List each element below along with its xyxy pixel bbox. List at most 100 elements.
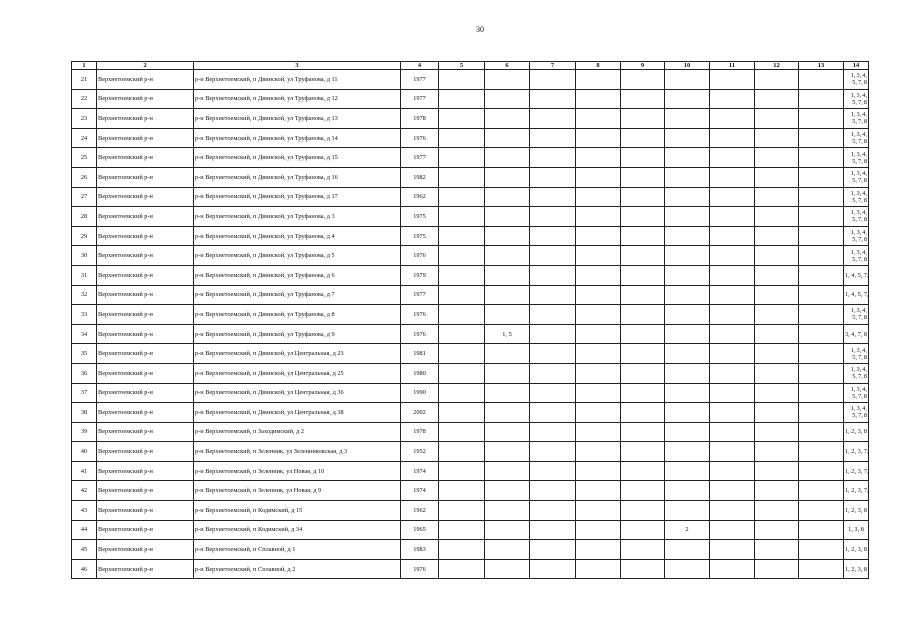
table-cell: Верхнетоемский р-н [96,500,194,521]
table-cell [709,421,755,443]
table-cell: Верхнетоемский р-н [96,264,194,286]
table-cell [754,284,799,306]
table-cell [798,421,844,443]
table-cell: 24 [71,127,97,149]
table-cell: Верхнетоемский р-н [96,147,194,168]
table-cell [438,147,485,168]
table-cell: Верхнетоемский р-н [96,108,194,129]
column-header: 10 [664,61,710,70]
table-cell [620,323,665,345]
table-cell [438,88,485,110]
table-cell [438,186,485,208]
table-cell: 1, 3, 4, 5, 7, 8 [843,304,869,325]
table-cell [664,245,710,266]
table-cell [664,460,710,482]
table-cell: 1962 [400,500,439,521]
table-cell [664,500,710,521]
table-cell [620,206,665,227]
table-cell [709,539,755,560]
table-cell [664,558,710,580]
table-cell [438,264,485,286]
table-cell [575,206,621,227]
table-cell [529,382,576,404]
table-cell [529,206,576,227]
table-cell [620,539,665,560]
table-cell [664,108,710,129]
table-cell: р-н Верхнетоемский, п Двинской, ул Труфа… [193,166,401,188]
table-cell: р-н Верхнетоемский, п Зеленник, ул Новая… [193,460,401,482]
table-cell [529,558,576,580]
table-cell [754,186,799,208]
table-cell [575,519,621,541]
table-cell: 39 [71,421,97,443]
table-cell [529,69,576,90]
table-cell: р-н Верхнетоемский, п Кодимский, д 34 [193,519,401,541]
table-cell [798,304,844,325]
table-cell [798,480,844,502]
table-cell: 30 [71,245,97,266]
table-cell: р-н Верхнетоемский, п Двинской, ул Центр… [193,362,401,384]
table-row: 31 Верхнетоемский р-н р-н Верхнетоемский, … [71,264,869,286]
table-row: 42 Верхнетоемский р-н р-н Верхнетоемский, … [71,480,869,502]
table-cell [754,421,799,443]
table-cell [575,127,621,149]
table-cell [798,500,844,521]
table-cell [575,186,621,208]
table-cell [754,460,799,482]
table-cell: р-н Верхнетоемский, п Двинской, ул Труфа… [193,88,401,110]
table-cell [620,480,665,502]
table-cell [798,284,844,306]
table-cell: 2 [664,519,710,541]
table-cell [709,206,755,227]
table-cell [664,88,710,110]
table-cell [620,460,665,482]
table-cell: 3, 4, 7, 8 [843,323,869,345]
table-cell [664,166,710,188]
table-row: 41 Верхнетоемский р-н р-н Верхнетоемский, … [71,460,869,482]
table-cell: 1975 [400,206,439,227]
table-cell: 1, 2, 3, 7, 8 [843,441,869,462]
table-cell: 1974 [400,460,439,482]
table-cell: р-н Верхнетоемский, п Двинской, ул Труфа… [193,69,401,90]
table-cell [529,323,576,345]
table-row: 23 Верхнетоемский р-н р-н Верхнетоемский, … [71,108,869,129]
table-row: 33 Верхнетоемский р-н р-н Верхнетоемский, … [71,304,869,325]
table-cell: 1982 [400,166,439,188]
table-cell: 1965 [400,519,439,541]
table-row: 26 Верхнетоемский р-н р-н Верхнетоемский, … [71,166,869,188]
table-cell [438,206,485,227]
table-row: 32 Верхнетоемский р-н р-н Верхнетоемский, … [71,284,869,306]
table-cell [484,362,530,384]
table-cell [709,519,755,541]
table-cell [484,304,530,325]
table-cell [754,323,799,345]
table-cell [620,186,665,208]
table-cell [798,127,844,149]
table-cell [575,480,621,502]
table-cell [709,264,755,286]
table-cell: 1990 [400,382,439,404]
table-cell: Верхнетоемский р-н [96,441,194,462]
table-cell: р-н Верхнетоемский, п Двинской, ул Центр… [193,382,401,404]
table-cell [620,245,665,266]
table-cell [709,69,755,90]
table-cell [754,382,799,404]
table-cell: 1976 [400,323,439,345]
table-cell [575,402,621,423]
table-cell [754,127,799,149]
table-cell [575,225,621,247]
table-row: 22 Верхнетоемский р-н р-н Верхнетоемский, … [71,88,869,110]
table-cell: 34 [71,323,97,345]
table-cell [754,147,799,168]
table-cell: 1977 [400,88,439,110]
table-cell: 1983 [400,539,439,560]
table-cell [709,245,755,266]
table-cell: Верхнетоемский р-н [96,362,194,384]
table-cell [798,147,844,168]
table-cell: 1, 2, 3, 8 [843,421,869,443]
table-cell: 1, 2, 3, 8 [843,539,869,560]
table-cell [438,225,485,247]
table-cell: 1, 3, 8 [843,519,869,541]
table-cell [575,304,621,325]
table-cell [798,441,844,462]
